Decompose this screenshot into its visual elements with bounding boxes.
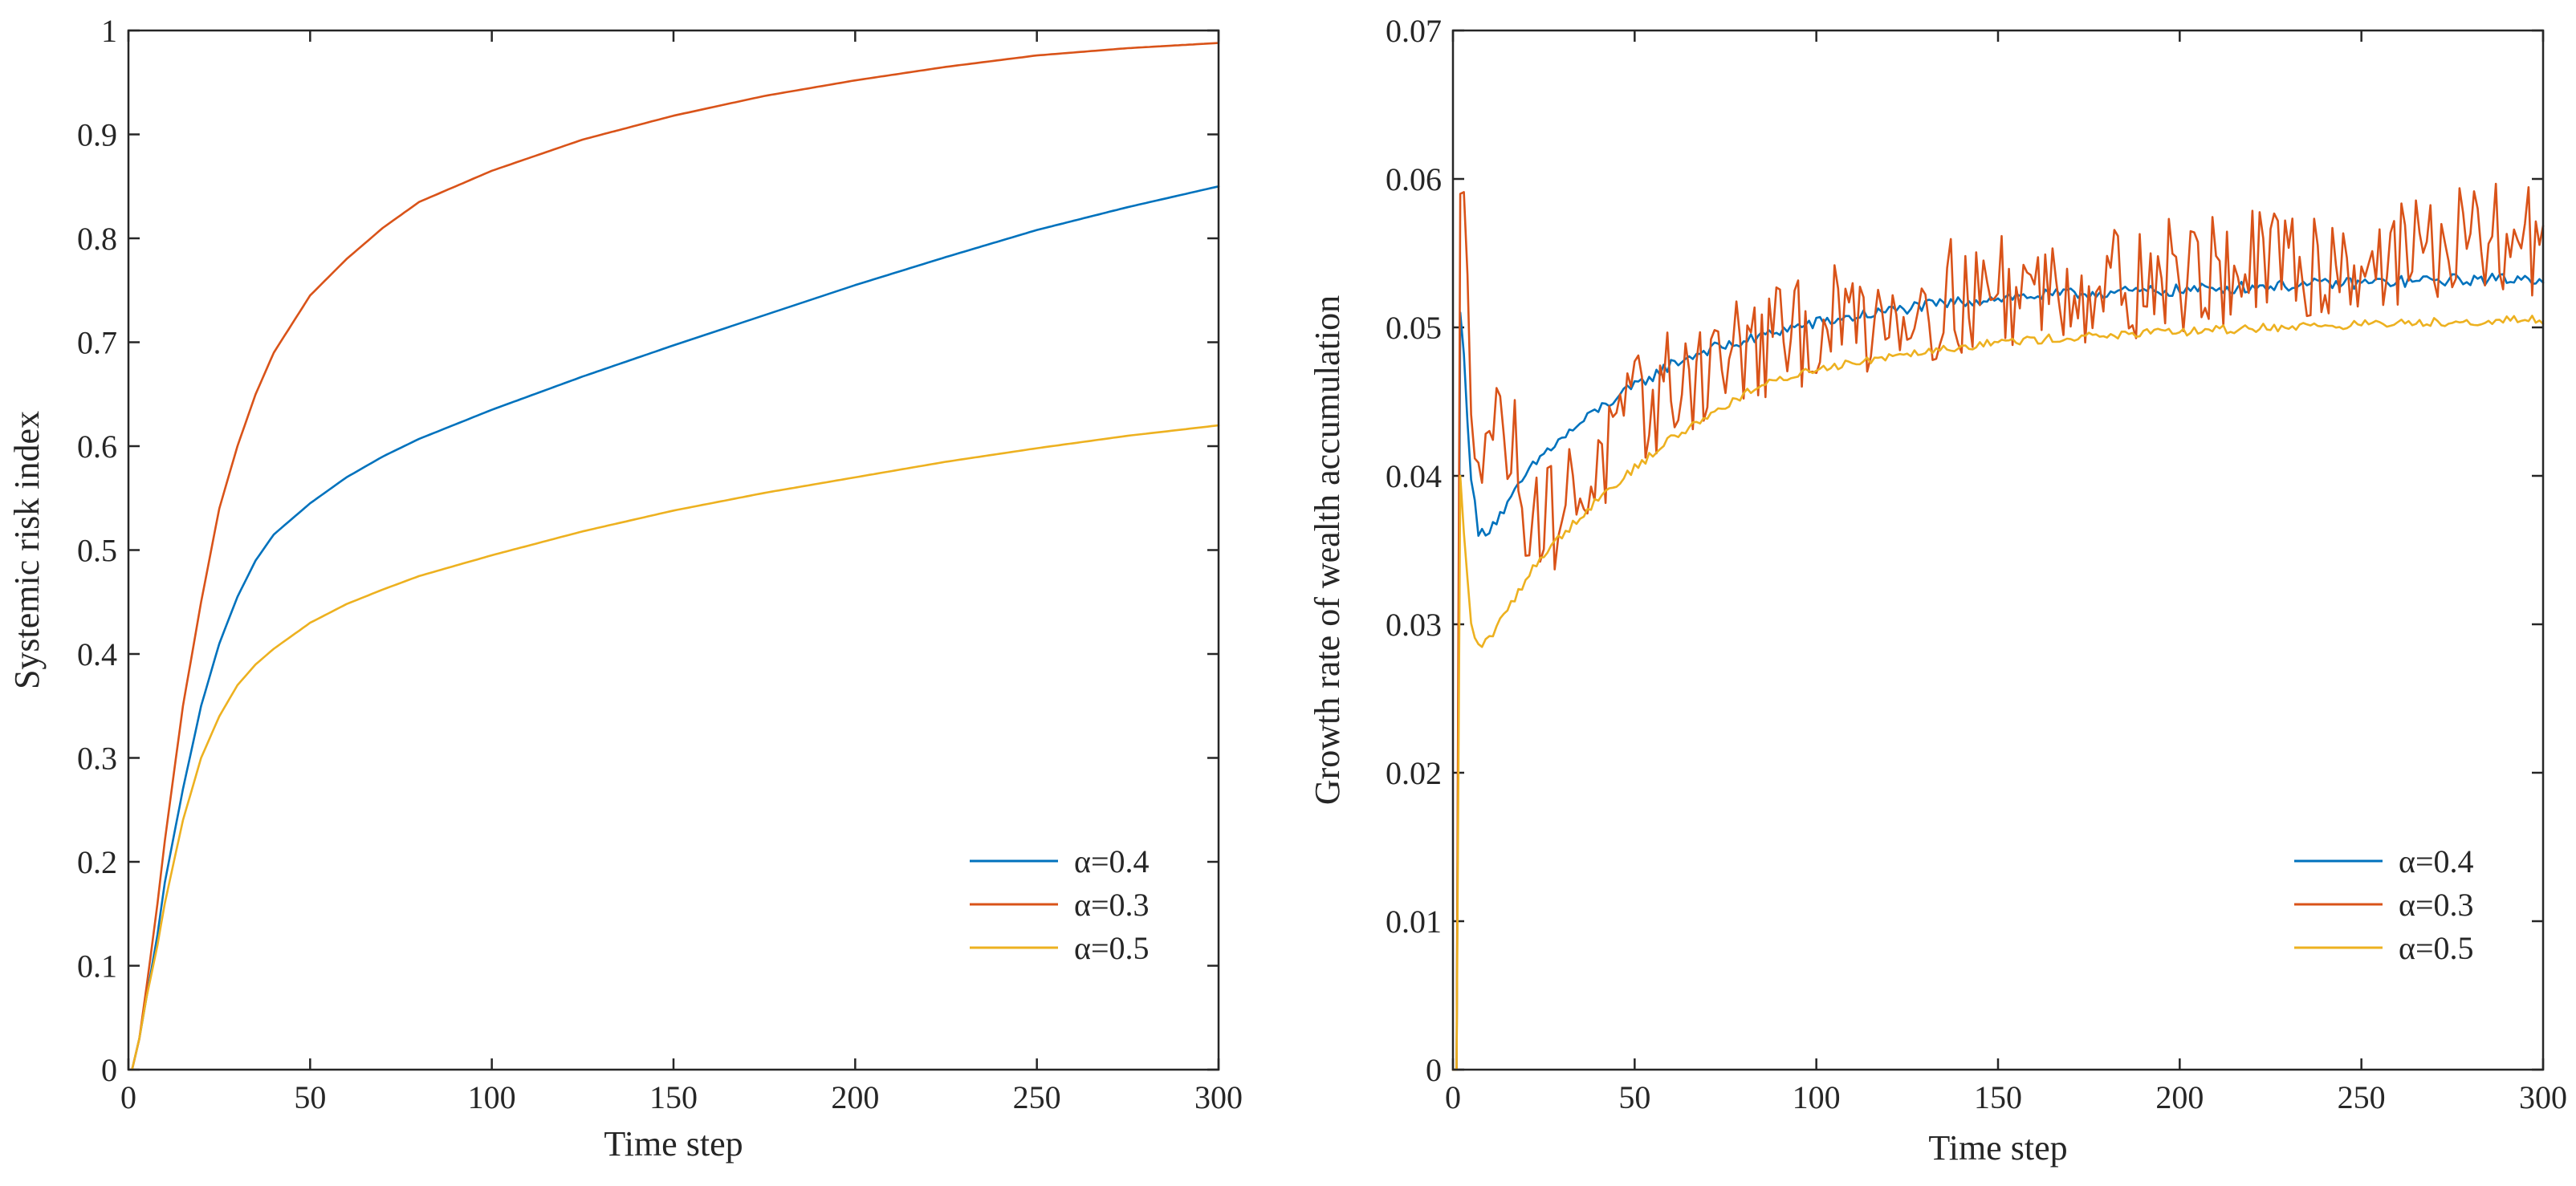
systemic-risk-tick-labels: 0 50 100 150 200 250 300 0 0.1 0.2 0.3 0.4 0.5 0.6 0.7… xyxy=(77,13,1243,1115)
y-tick-label: 0.4 xyxy=(77,636,117,672)
systemic-risk-series-0-4 xyxy=(131,185,1220,1071)
x-tick-label: 50 xyxy=(294,1079,326,1115)
systemic-risk-series xyxy=(131,42,1220,1071)
legend-label: α=0.4 xyxy=(1074,843,1150,879)
legend-label: α=0.3 xyxy=(1074,887,1150,923)
x-tick-label: 100 xyxy=(1793,1079,1841,1115)
x-tick-label: 150 xyxy=(1974,1079,2022,1115)
y-tick-label: 0.04 xyxy=(1386,458,1442,494)
y-tick-label: 0.1 xyxy=(77,948,117,985)
systemic-risk-axes-frame xyxy=(127,29,1220,1071)
y-tick-label: 0.3 xyxy=(77,741,117,777)
x-tick-label: 250 xyxy=(2338,1079,2386,1115)
x-tick-label: 100 xyxy=(468,1079,516,1115)
legend-label: α=0.5 xyxy=(1074,930,1150,966)
x-tick-label: 50 xyxy=(1618,1079,1650,1115)
legend-label: α=0.5 xyxy=(2399,930,2474,966)
systemic-risk-series-0-3 xyxy=(131,42,1220,1071)
wealth-growth-series-0-5 xyxy=(1451,315,2545,1071)
x-tick-label: 250 xyxy=(1013,1079,1061,1115)
legend-label: α=0.3 xyxy=(2399,887,2474,923)
y-tick-label: 0 xyxy=(101,1052,117,1088)
systemic-risk-series-0-5 xyxy=(131,424,1220,1071)
y-tick-label: 0.05 xyxy=(1386,310,1442,346)
y-tick-label: 0.2 xyxy=(77,844,117,880)
wealth-growth-axes-frame xyxy=(1451,29,2545,1071)
wealth-growth-y-axis-label: Growth rate of wealth accumulation xyxy=(1308,295,1347,805)
systemic-risk-legend: α=0.4 α=0.3 α=0.5 xyxy=(970,843,1150,966)
legend-label: α=0.4 xyxy=(2399,843,2474,879)
y-tick-label: 0.07 xyxy=(1386,13,1442,49)
y-tick-label: 0.06 xyxy=(1386,161,1442,197)
wealth-growth-tick-labels: 0 50 100 150 200 250 300 0 0.01 0.02 0.03 0.04 0.05 0… xyxy=(1386,13,2567,1115)
y-tick-label: 0.9 xyxy=(77,117,117,153)
wealth-growth-series-0-3 xyxy=(1451,182,2545,1071)
x-tick-label: 300 xyxy=(2519,1079,2567,1115)
y-tick-label: 0.7 xyxy=(77,325,117,361)
systemic-risk-y-axis-label: Systemic risk index xyxy=(7,411,47,689)
wealth-growth-series-0-4 xyxy=(1451,272,2545,1071)
y-tick-label: 0 xyxy=(1426,1052,1442,1088)
y-tick-label: 0.01 xyxy=(1386,904,1442,940)
y-tick-label: 0.02 xyxy=(1386,755,1442,791)
y-tick-label: 0.8 xyxy=(77,221,117,257)
wealth-growth-x-axis-label: Time step xyxy=(1928,1128,2067,1168)
x-tick-label: 0 xyxy=(120,1079,136,1115)
x-tick-label: 300 xyxy=(1194,1079,1243,1115)
y-tick-label: 0.5 xyxy=(77,533,117,569)
y-tick-label: 1 xyxy=(101,13,117,49)
systemic-risk-chart: 0 50 100 150 200 250 300 0 0.1 0.2 0.3 0.4 0.5 0.6 0.7… xyxy=(7,13,1243,1164)
wealth-growth-legend: α=0.4 α=0.3 α=0.5 xyxy=(2294,843,2474,966)
y-tick-label: 0.6 xyxy=(77,429,117,465)
x-tick-label: 200 xyxy=(831,1079,879,1115)
systemic-risk-x-axis-label: Time step xyxy=(604,1124,743,1164)
x-tick-label: 0 xyxy=(1445,1079,1461,1115)
wealth-growth-chart: 0 50 100 150 200 250 300 0 0.01 0.02 0.03 0.04 0.05 0… xyxy=(1308,13,2567,1168)
y-tick-label: 0.03 xyxy=(1386,607,1442,643)
x-tick-label: 150 xyxy=(649,1079,698,1115)
wealth-growth-series xyxy=(1451,182,2545,1071)
x-tick-label: 200 xyxy=(2155,1079,2204,1115)
